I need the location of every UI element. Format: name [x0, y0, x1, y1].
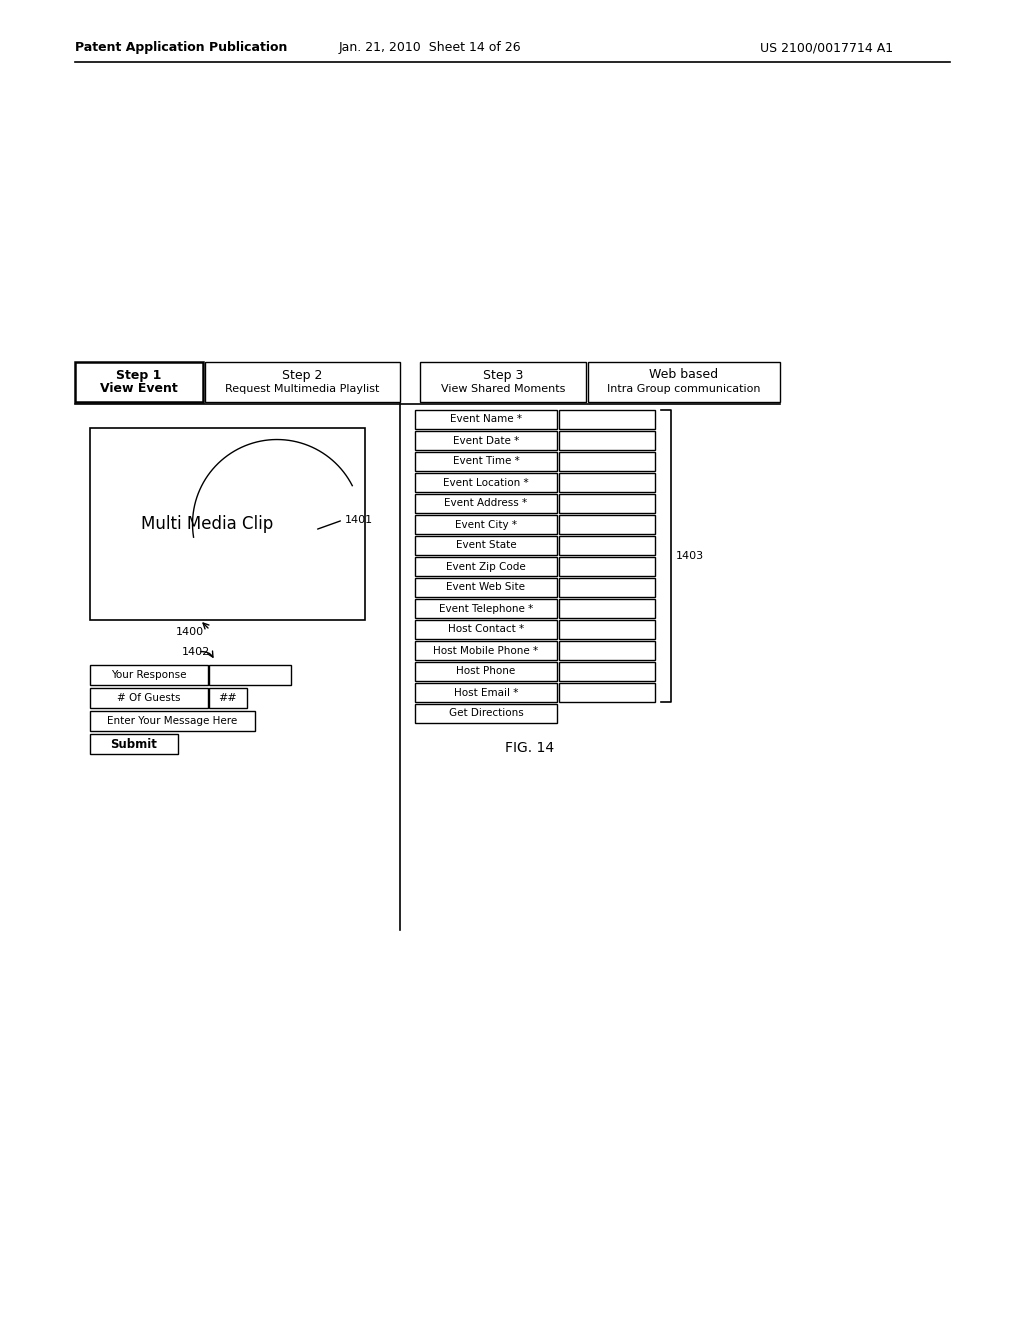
- Bar: [90, 688, 208, 708]
- Bar: [415, 578, 557, 597]
- Text: Event Location *: Event Location *: [443, 478, 528, 487]
- Bar: [415, 620, 557, 639]
- Bar: [90, 665, 208, 685]
- Text: 1401: 1401: [345, 515, 373, 525]
- Text: Submit: Submit: [111, 738, 158, 751]
- Bar: [559, 599, 655, 618]
- Text: Intra Group communication: Intra Group communication: [607, 384, 761, 393]
- Bar: [559, 642, 655, 660]
- Text: Get Directions: Get Directions: [449, 709, 523, 718]
- Text: 1403: 1403: [676, 550, 705, 561]
- Bar: [415, 599, 557, 618]
- Bar: [420, 362, 586, 403]
- Bar: [588, 362, 780, 403]
- Bar: [415, 704, 557, 723]
- Text: Event Date *: Event Date *: [453, 436, 519, 446]
- Bar: [559, 663, 655, 681]
- Text: View Shared Moments: View Shared Moments: [440, 384, 565, 393]
- Text: Event Address *: Event Address *: [444, 499, 527, 508]
- Bar: [559, 557, 655, 576]
- Text: # Of Guests: # Of Guests: [118, 693, 181, 704]
- Text: Enter Your Message Here: Enter Your Message Here: [108, 715, 238, 726]
- Bar: [559, 473, 655, 492]
- Text: ##: ##: [219, 693, 238, 704]
- Text: Step 1: Step 1: [117, 368, 162, 381]
- Bar: [415, 432, 557, 450]
- Bar: [559, 536, 655, 554]
- Text: Event Web Site: Event Web Site: [446, 582, 525, 593]
- Text: Event State: Event State: [456, 540, 516, 550]
- Polygon shape: [278, 671, 286, 678]
- Text: Host Mobile Phone *: Host Mobile Phone *: [433, 645, 539, 656]
- Text: Event Telephone *: Event Telephone *: [439, 603, 534, 614]
- Text: Host Contact *: Host Contact *: [447, 624, 524, 635]
- Bar: [415, 642, 557, 660]
- Bar: [90, 711, 255, 731]
- Bar: [559, 578, 655, 597]
- Text: FIG. 14: FIG. 14: [506, 741, 555, 755]
- Text: Your Response: Your Response: [112, 671, 186, 680]
- Text: Host Phone: Host Phone: [457, 667, 516, 676]
- Text: View Event: View Event: [100, 383, 178, 396]
- Text: 1400: 1400: [176, 627, 204, 638]
- Bar: [415, 515, 557, 535]
- Bar: [559, 411, 655, 429]
- Text: Web based: Web based: [649, 368, 719, 381]
- Bar: [415, 473, 557, 492]
- Text: Step 2: Step 2: [283, 368, 323, 381]
- Text: Request Multimedia Playlist: Request Multimedia Playlist: [225, 384, 380, 393]
- Bar: [415, 494, 557, 513]
- Bar: [90, 734, 178, 754]
- Bar: [559, 515, 655, 535]
- Text: Event Zip Code: Event Zip Code: [446, 561, 526, 572]
- Bar: [415, 451, 557, 471]
- Bar: [559, 451, 655, 471]
- Text: Multi Media Clip: Multi Media Clip: [141, 515, 273, 533]
- Bar: [559, 620, 655, 639]
- Bar: [559, 682, 655, 702]
- Bar: [415, 411, 557, 429]
- Text: Patent Application Publication: Patent Application Publication: [75, 41, 288, 54]
- Bar: [415, 663, 557, 681]
- Text: Step 3: Step 3: [482, 368, 523, 381]
- Bar: [415, 536, 557, 554]
- Bar: [209, 688, 247, 708]
- Text: Event City *: Event City *: [455, 520, 517, 529]
- Bar: [559, 494, 655, 513]
- Bar: [559, 432, 655, 450]
- Text: Jan. 21, 2010  Sheet 14 of 26: Jan. 21, 2010 Sheet 14 of 26: [339, 41, 521, 54]
- Text: Event Time *: Event Time *: [453, 457, 519, 466]
- Text: US 2100/0017714 A1: US 2100/0017714 A1: [760, 41, 893, 54]
- Bar: [415, 682, 557, 702]
- Bar: [75, 362, 203, 403]
- Text: Event Name *: Event Name *: [450, 414, 522, 425]
- Bar: [205, 362, 400, 403]
- Bar: [209, 665, 291, 685]
- Bar: [90, 428, 365, 620]
- Text: 1402: 1402: [182, 647, 210, 657]
- Text: Host Email *: Host Email *: [454, 688, 518, 697]
- Bar: [415, 557, 557, 576]
